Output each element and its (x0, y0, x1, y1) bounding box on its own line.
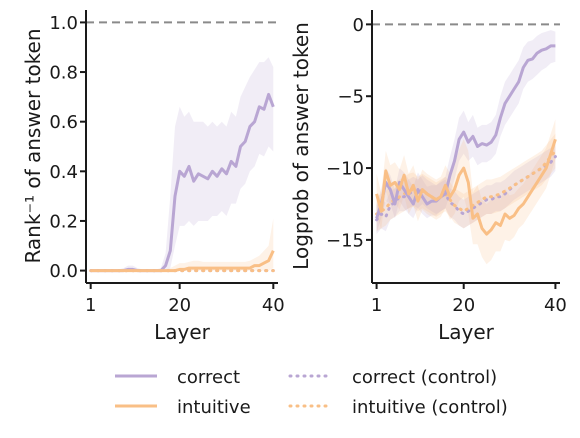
y-tick-label: 0.8 (49, 63, 78, 84)
band-intuitive (376, 119, 556, 265)
series-line-intuitive (375, 138, 557, 236)
right-chart-logprob: 0 −5 −10 −15 1 20 40 Layer Logprob of answer tok… (289, 10, 567, 344)
y-axis-label: Logprob of answer token (289, 22, 313, 270)
legend-item-correct-control: correct (control) (288, 367, 497, 388)
legend-item-correct: correct (115, 367, 240, 388)
y-tick-label: 1.0 (49, 13, 78, 34)
x-tick-label: 20 (168, 295, 191, 316)
y-tick-label: 0.0 (49, 261, 78, 282)
x-tick-label: 40 (544, 295, 567, 316)
legend: correct intuitive correct (control) intuiti… (115, 367, 508, 418)
y-tick-label: 0.6 (49, 112, 78, 133)
legend-label: correct (177, 367, 240, 388)
x-tick-label: 20 (452, 295, 475, 316)
x-axis-label: Layer (154, 320, 211, 344)
legend-label: intuitive (control) (352, 397, 508, 418)
x-tick-label: 1 (85, 295, 96, 316)
band-correct (90, 57, 274, 271)
legend-item-intuitive: intuitive (115, 397, 251, 418)
legend-label: intuitive (177, 397, 251, 418)
y-tick-label: 0.4 (49, 162, 78, 183)
band-correct (376, 30, 556, 233)
x-tick-label: 40 (262, 295, 285, 316)
y-tick-label: 0 (353, 15, 364, 36)
y-tick-label: −15 (326, 230, 364, 251)
left-chart-rank: 0.0 0.2 0.4 0.6 0.8 1.0 1 20 40 Layer Rank⁻¹ of an… (21, 10, 285, 344)
series-line-correct (375, 44, 556, 219)
band-intuitive-control (376, 133, 556, 232)
x-axis-label: Layer (438, 320, 495, 344)
y-tick-label: −5 (337, 87, 364, 108)
y-axis-label: Rank⁻¹ of answer token (21, 28, 45, 263)
y-tick-label: 0.2 (49, 211, 78, 232)
series-line-intuitive (90, 250, 275, 273)
y-tick-label: −10 (326, 159, 364, 180)
band-intuitive (90, 218, 274, 271)
legend-item-intuitive-control: intuitive (control) (288, 397, 508, 418)
legend-label: correct (control) (352, 367, 497, 388)
x-tick-label: 1 (371, 295, 382, 316)
